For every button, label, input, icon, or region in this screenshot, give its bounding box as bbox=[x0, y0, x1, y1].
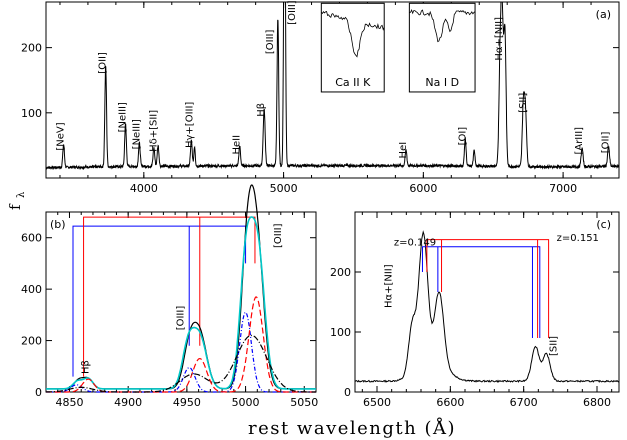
y-tick-label: 600 bbox=[21, 232, 42, 245]
line-annotation: [OIII] bbox=[287, 0, 298, 25]
panel-b: 4850 4900 4950 5000 5050 0 200 400 600 (b) Hβ [OIII… bbox=[21, 184, 318, 409]
line-annotation: Hα+[NII] bbox=[494, 17, 505, 61]
line-annotation: [SII] bbox=[549, 336, 560, 356]
x-tick-label: 5000 bbox=[270, 182, 298, 195]
line-annotation: Hγ+[OIII] bbox=[185, 102, 196, 148]
panel-label: (a) bbox=[596, 8, 611, 21]
inset-label: Ca II K bbox=[335, 76, 371, 89]
line-annotation: z=0.151 bbox=[557, 233, 599, 244]
panel-label: (b) bbox=[50, 218, 66, 231]
plot-frame bbox=[45, 211, 317, 393]
line-annotation: Hδ+[SII] bbox=[148, 110, 159, 152]
x-tick-label: 7000 bbox=[549, 182, 577, 195]
y-tick-label: 200 bbox=[21, 335, 42, 348]
y-tick-label: 0 bbox=[344, 386, 351, 399]
x-tick-label: 6700 bbox=[510, 396, 538, 409]
x-tick-label: 6500 bbox=[363, 396, 391, 409]
redshift-bracket bbox=[421, 246, 541, 338]
y-tick-label: 200 bbox=[330, 266, 351, 279]
y-axis-label: f bbox=[6, 203, 24, 210]
inset-label: Na I D bbox=[425, 76, 459, 89]
inset-spectrum bbox=[321, 10, 385, 58]
line-annotation: [OIII] bbox=[273, 223, 284, 248]
line-annotation: [OII] bbox=[98, 52, 109, 74]
x-tick-label: 5000 bbox=[232, 396, 260, 409]
line-annotation: Hβ bbox=[80, 360, 91, 374]
line-annotation: [OIII] bbox=[265, 30, 276, 55]
y-tick-label: 100 bbox=[21, 107, 42, 120]
inset-spectrum bbox=[409, 9, 476, 43]
line-annotation: [OIII] bbox=[175, 306, 186, 331]
fit-series-line bbox=[46, 311, 316, 393]
line-annotation: [NeIII] bbox=[131, 119, 142, 149]
y-tick-label: 0 bbox=[35, 386, 42, 399]
x-tick-label: 4000 bbox=[130, 182, 158, 195]
x-tick-label: 6000 bbox=[409, 182, 437, 195]
line-annotation: Hα+[NII] bbox=[384, 264, 395, 308]
line-annotation: z=0.149 bbox=[394, 238, 436, 249]
x-axis-label: rest wavelength (Å) bbox=[248, 417, 456, 439]
line-annotation: HeI bbox=[398, 142, 409, 159]
plot-frame bbox=[45, 1, 620, 179]
y-tick-label: 400 bbox=[21, 283, 42, 296]
x-tick-label: 4850 bbox=[55, 396, 83, 409]
redshift-bracket bbox=[426, 239, 550, 338]
plot-frame bbox=[354, 211, 620, 393]
line-annotation: [NeIII] bbox=[118, 102, 129, 132]
fit-series-line bbox=[46, 184, 316, 390]
line-annotation: [ArIII] bbox=[574, 127, 585, 155]
panel-c: 6500 6600 6700 6800 0 100 200 (c) z=0.149 z=0.151… bbox=[330, 211, 620, 409]
y-axis-label-subscript: λ bbox=[16, 191, 27, 198]
line-annotation: [OII] bbox=[601, 132, 612, 154]
line-annotation: [OI] bbox=[457, 127, 468, 146]
fit-series-line bbox=[46, 334, 316, 393]
x-tick-label: 6600 bbox=[436, 396, 464, 409]
x-tick-label: 4900 bbox=[114, 396, 142, 409]
panel-a: 4000 5000 6000 7000 100 200 (a) [NeV] [OII] [NeII… bbox=[6, 0, 620, 210]
panel-label: (c) bbox=[596, 218, 611, 231]
redshift-bracket bbox=[83, 216, 256, 377]
x-tick-label: 5050 bbox=[290, 396, 318, 409]
redshift-bracket bbox=[72, 225, 247, 377]
spectrum-line bbox=[46, 2, 619, 171]
x-tick-label: 4950 bbox=[173, 396, 201, 409]
inset-box bbox=[320, 2, 385, 93]
inset-box bbox=[408, 2, 476, 93]
line-annotation: [SII] bbox=[518, 93, 529, 113]
y-tick-label: 100 bbox=[330, 326, 351, 339]
x-tick-label: 6800 bbox=[583, 396, 611, 409]
spectrum-line bbox=[354, 230, 620, 383]
fit-series-line bbox=[46, 296, 316, 393]
line-annotation: [NeV] bbox=[56, 122, 67, 150]
line-annotation: Hβ bbox=[256, 103, 267, 117]
y-tick-label: 200 bbox=[21, 42, 42, 55]
line-annotation: HeII bbox=[232, 135, 243, 155]
